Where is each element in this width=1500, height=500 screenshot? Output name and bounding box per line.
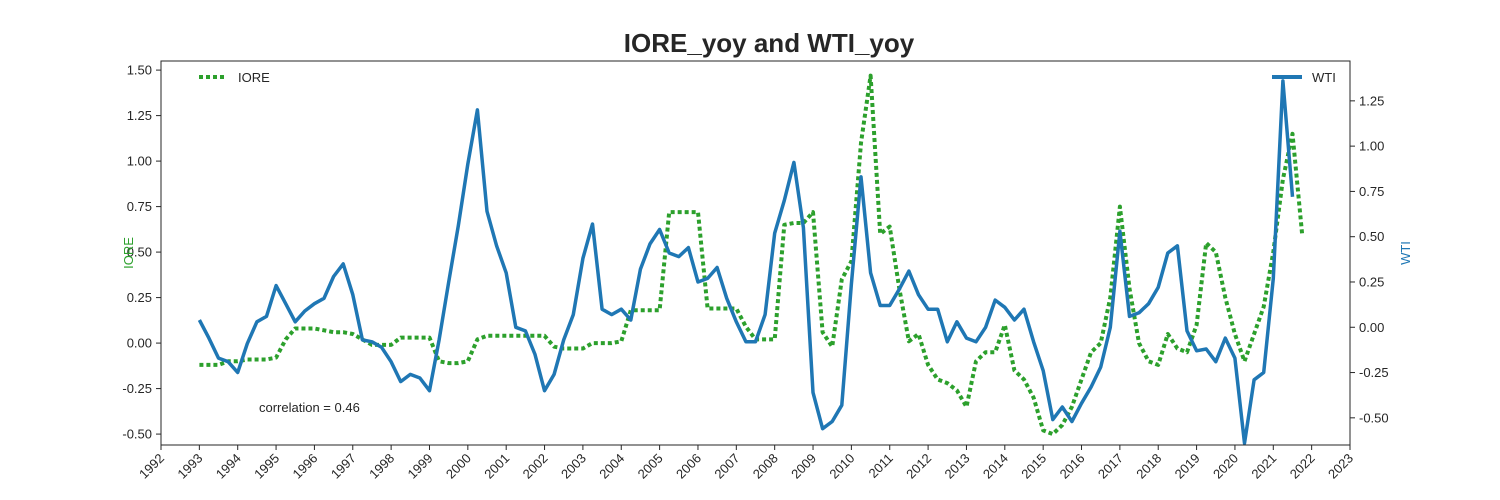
x-tick-label: 2005 <box>635 451 666 482</box>
x-tick-label: 1992 <box>136 451 167 482</box>
x-tick-label: 2003 <box>558 451 589 482</box>
x-tick-label: 2016 <box>1057 451 1088 482</box>
left-axis-label: IORE <box>121 237 136 269</box>
legend-right: WTI <box>1272 70 1336 85</box>
left-tick-label: 0.00 <box>127 336 152 351</box>
x-tick-label: 2006 <box>673 451 704 482</box>
right-tick-label: 0.50 <box>1359 229 1384 244</box>
x-tick-label: 2011 <box>865 451 895 481</box>
right-tick-label: 0.25 <box>1359 274 1384 289</box>
plot-background <box>161 61 1350 445</box>
chart-title: IORE_yoy and WTI_yoy <box>624 28 915 58</box>
right-tick-label: 0.00 <box>1359 320 1384 335</box>
x-tick-label: 2018 <box>1133 451 1164 482</box>
left-tick-label: -0.50 <box>122 427 152 442</box>
left-tick-label: -0.25 <box>122 381 152 396</box>
x-tick-label: 1997 <box>328 451 359 482</box>
x-tick-label: 2021 <box>1248 451 1279 482</box>
x-tick-label: 2012 <box>903 451 934 482</box>
x-tick-label: 1994 <box>213 451 244 482</box>
right-axis-label: WTI <box>1398 241 1413 265</box>
x-tick-label: 2015 <box>1018 451 1049 482</box>
left-tick-label: 0.50 <box>127 245 152 260</box>
x-tick-label: 2014 <box>980 451 1011 482</box>
left-tick-label: 1.25 <box>127 108 152 123</box>
left-tick-label: 0.25 <box>127 290 152 305</box>
correlation-annotation: correlation = 0.46 <box>259 400 360 415</box>
x-tick-label: 1999 <box>405 451 436 482</box>
x-tick-label: 2013 <box>942 451 973 482</box>
x-tick-label: 2009 <box>788 451 819 482</box>
plot-frame <box>160 60 1351 446</box>
series-layer <box>197 73 1305 445</box>
right-tick-label: -0.50 <box>1359 410 1389 425</box>
x-tick-label: 2007 <box>711 451 742 482</box>
right-tick-label: -0.25 <box>1359 365 1389 380</box>
x-tick-label: 2004 <box>596 451 627 482</box>
x-tick-label: 1998 <box>366 451 397 482</box>
x-tick-label: 2022 <box>1287 451 1318 482</box>
x-tick-label: 1995 <box>251 451 282 482</box>
x-tick-label: 2002 <box>520 451 551 482</box>
left-tick-label: 0.75 <box>127 199 152 214</box>
right-tick-label: 1.25 <box>1359 93 1384 108</box>
x-tick-label: 2001 <box>481 451 512 482</box>
x-tick-label: 2017 <box>1095 451 1126 482</box>
x-tick-label: 1993 <box>174 451 205 482</box>
x-tick-label: 2000 <box>443 451 474 482</box>
left-tick-label: 1.00 <box>127 154 152 169</box>
legend-wti-label: WTI <box>1312 70 1336 85</box>
x-tick-label: 2008 <box>750 451 781 482</box>
x-tick-label: 2019 <box>1172 451 1203 482</box>
x-tick-label: 1996 <box>289 451 320 482</box>
x-tick-label: 2023 <box>1325 451 1356 482</box>
series-line-wti <box>197 79 1295 445</box>
x-tick-label: 2020 <box>1210 451 1241 482</box>
left-tick-label: 1.50 <box>127 63 152 78</box>
series-line-iore <box>199 73 1305 437</box>
legend-iore-label: IORE <box>238 70 270 85</box>
right-tick-label: 1.00 <box>1359 139 1384 154</box>
legend-left: IORE <box>199 70 270 85</box>
x-tick-label: 2010 <box>826 451 857 482</box>
right-tick-label: 0.75 <box>1359 184 1384 199</box>
